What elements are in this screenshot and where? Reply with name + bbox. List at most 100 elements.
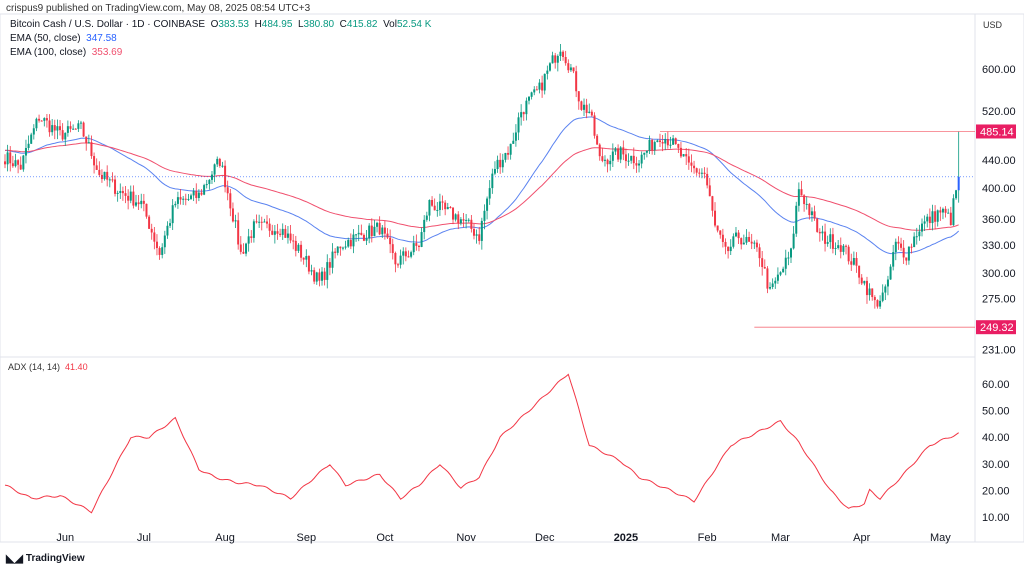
candle-body (302, 257, 305, 260)
candle-body (77, 123, 80, 129)
candle-body (292, 240, 295, 242)
x-tick: Jul (137, 532, 151, 544)
ema100-label[interactable]: EMA (100, close) (10, 47, 87, 58)
candle-body (567, 63, 570, 71)
candle-body (947, 212, 950, 214)
candle-body (509, 143, 512, 155)
candle-body (51, 125, 54, 133)
candle-body (826, 242, 829, 244)
candle-body (326, 262, 329, 280)
candle-body (721, 234, 724, 242)
candle-body (111, 179, 114, 181)
candle-body (669, 144, 672, 146)
candle-body (944, 208, 947, 213)
candle-body (900, 243, 903, 248)
candle-body (431, 199, 434, 206)
candle-body (297, 244, 300, 251)
candle-body (910, 246, 913, 248)
candle-body (564, 56, 567, 64)
symbol[interactable]: Bitcoin Cash / U.S. Dollar · 1D · COINBA… (10, 19, 206, 30)
candle-body (758, 247, 761, 259)
candle-body (559, 51, 562, 57)
candle-body (321, 271, 324, 281)
x-tick: Mar (771, 532, 790, 544)
candle-body (255, 221, 258, 223)
candle-body (195, 190, 198, 199)
candle-body (300, 244, 303, 258)
candle-body (740, 238, 743, 245)
candle-body (286, 233, 289, 238)
candle-body (362, 234, 365, 241)
vol-label: Vol (383, 19, 397, 30)
candle-body (858, 265, 861, 278)
candle-body (150, 228, 153, 233)
high: 484.95 (261, 19, 293, 30)
candle-body (462, 219, 465, 221)
candle-body (659, 140, 661, 142)
candle-body (334, 251, 337, 253)
candle-body (197, 192, 200, 199)
candle-body (879, 300, 882, 307)
candle-body (818, 231, 821, 234)
candle-body (714, 210, 717, 226)
candle-body (438, 201, 441, 210)
candle-body (268, 223, 271, 231)
candle-body (394, 253, 397, 265)
candle-body (913, 236, 916, 248)
candle-body (755, 242, 758, 248)
candle-body (774, 280, 777, 284)
candle-body (205, 184, 208, 186)
candle-body (666, 138, 669, 146)
candle-body (129, 191, 132, 201)
candle-body (208, 179, 211, 185)
open: 383.53 (218, 19, 249, 30)
candle-body (504, 152, 507, 160)
candle-body (554, 55, 557, 63)
tradingview-logo[interactable]: ◣◢ TradingView (6, 552, 85, 565)
adx-value: 41.40 (65, 362, 88, 372)
candle-body (831, 234, 834, 249)
candle-body (543, 73, 546, 91)
candle-body (106, 171, 109, 180)
candle-body (889, 266, 892, 280)
candle-body (483, 210, 486, 221)
price-marker (976, 124, 1016, 139)
candle-body (556, 56, 559, 63)
candle-body (9, 152, 12, 164)
x-tick: 2025 (614, 532, 638, 544)
candle-body (619, 147, 622, 160)
candle-body (38, 118, 41, 121)
candle-body (247, 236, 250, 244)
candle-body (716, 225, 719, 231)
candle-body (260, 221, 263, 223)
candle-body (810, 211, 813, 216)
candle-body (837, 245, 840, 249)
candle-body (412, 243, 415, 253)
candle-body (638, 163, 641, 166)
ema50-label[interactable]: EMA (50, close) (10, 33, 81, 44)
candle-body (341, 247, 344, 249)
candle-body (921, 223, 923, 232)
x-tick: Apr (853, 532, 870, 544)
candle-body (289, 233, 292, 241)
adx-label[interactable]: ADX (14, 14) (8, 362, 61, 372)
candle-body (952, 198, 955, 226)
candle-body (614, 148, 617, 152)
candle-body (231, 208, 234, 222)
candle-body (590, 111, 593, 116)
candle-body (339, 246, 342, 249)
candle-body (355, 234, 358, 236)
candle-body (905, 257, 908, 261)
candle-body (575, 71, 578, 92)
candle-body (336, 246, 339, 253)
price-marker-label: 249.32 (980, 322, 1014, 334)
candle-body (782, 268, 785, 273)
candle-body (622, 147, 625, 155)
h-label: H (254, 19, 262, 30)
candle-body (124, 193, 127, 196)
candle-body (11, 163, 14, 167)
candle-body (855, 257, 858, 266)
candle-body (108, 179, 111, 181)
candle-body (847, 246, 850, 262)
